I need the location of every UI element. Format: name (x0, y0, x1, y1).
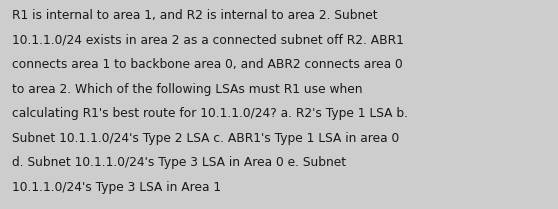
Text: connects area 1 to backbone area 0, and ABR2 connects area 0: connects area 1 to backbone area 0, and … (12, 58, 403, 71)
Text: calculating R1's best route for 10.1.1.0/24? a. R2's Type 1 LSA b.: calculating R1's best route for 10.1.1.0… (12, 107, 408, 120)
Text: Subnet 10.1.1.0/24's Type 2 LSA c. ABR1's Type 1 LSA in area 0: Subnet 10.1.1.0/24's Type 2 LSA c. ABR1'… (12, 132, 400, 145)
Text: to area 2. Which of the following LSAs must R1 use when: to area 2. Which of the following LSAs m… (12, 83, 363, 96)
Text: d. Subnet 10.1.1.0/24's Type 3 LSA in Area 0 e. Subnet: d. Subnet 10.1.1.0/24's Type 3 LSA in Ar… (12, 156, 347, 169)
Text: R1 is internal to area 1, and R2 is internal to area 2. Subnet: R1 is internal to area 1, and R2 is inte… (12, 9, 378, 22)
Text: 10.1.1.0/24's Type 3 LSA in Area 1: 10.1.1.0/24's Type 3 LSA in Area 1 (12, 181, 222, 194)
Text: 10.1.1.0/24 exists in area 2 as a connected subnet off R2. ABR1: 10.1.1.0/24 exists in area 2 as a connec… (12, 34, 404, 47)
